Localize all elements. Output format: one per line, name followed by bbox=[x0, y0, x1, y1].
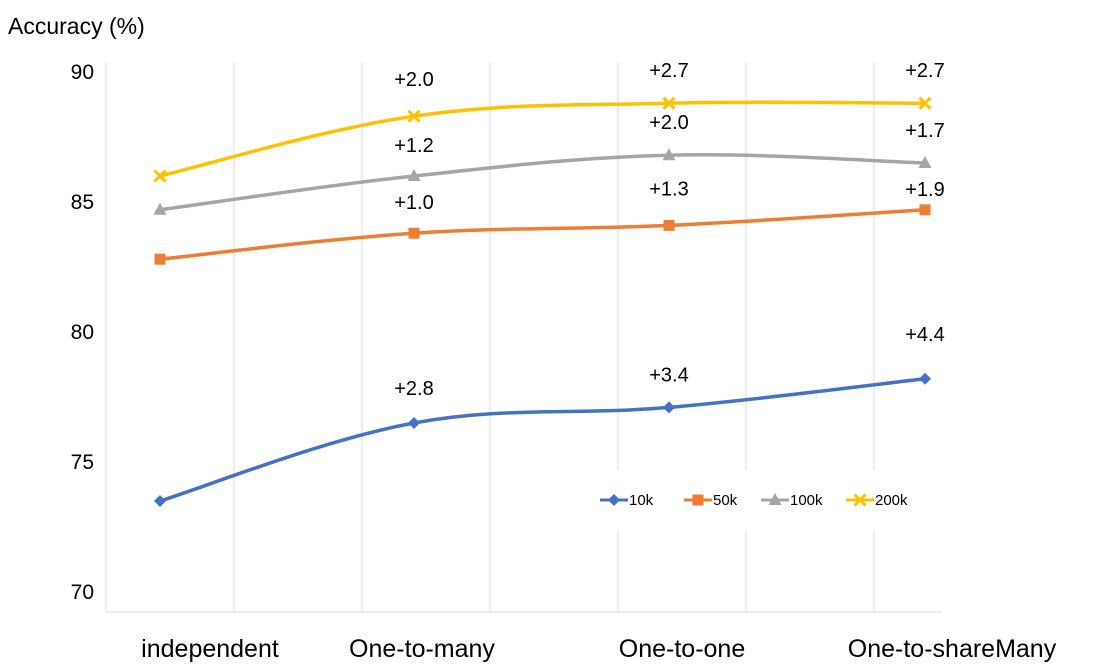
marker-50k-2 bbox=[408, 227, 420, 239]
legend-marker-50k bbox=[692, 494, 704, 506]
data-labels: +2.8 +3.4 +4.4 +1.0 +1.3 +1.9 +1.2 +2.0 +1.7 +2.0… bbox=[394, 60, 944, 400]
legend: 10k 50k 100k 200k bbox=[588, 470, 940, 532]
y-tick-label: 70 bbox=[71, 581, 94, 604]
series-markers bbox=[153, 96, 932, 507]
legend-marker-10k bbox=[608, 494, 620, 506]
series-line-200k bbox=[158, 100, 927, 178]
data-label-200k-3: +2.7 bbox=[649, 60, 688, 82]
marker-50k-1 bbox=[154, 253, 166, 265]
marker-100k-4 bbox=[918, 156, 932, 168]
legend-item-10k: 10k bbox=[600, 492, 654, 509]
marker-10k-3 bbox=[663, 401, 675, 414]
marker-100k-3 bbox=[662, 148, 676, 161]
marker-100k-1 bbox=[153, 202, 167, 215]
marker-10k-4 bbox=[919, 372, 931, 385]
marker-200k-1 bbox=[153, 169, 167, 183]
legend-label-50k: 50k bbox=[713, 492, 738, 509]
x-category-label: One-to-many bbox=[349, 635, 495, 663]
data-label-100k-2: +1.2 bbox=[394, 135, 433, 157]
series-line-10k bbox=[158, 377, 927, 503]
x-category-label: One-to-shareMany bbox=[848, 635, 1057, 663]
marker-50k-4 bbox=[919, 204, 931, 216]
series-line-100k bbox=[158, 153, 927, 212]
y-tick-label: 90 bbox=[71, 61, 94, 84]
marker-200k-4 bbox=[918, 96, 932, 110]
marker-50k-3 bbox=[663, 219, 675, 231]
legend-marker-100k bbox=[768, 493, 782, 505]
legend-label-200k: 200k bbox=[875, 492, 908, 509]
legend-item-50k: 50k bbox=[684, 492, 738, 509]
data-label-200k-2: +2.0 bbox=[394, 69, 433, 91]
series-line-50k bbox=[158, 208, 927, 261]
x-category-label: One-to-one bbox=[619, 635, 745, 663]
axes bbox=[105, 62, 942, 613]
data-label-50k-2: +1.0 bbox=[394, 192, 433, 214]
marker-10k-1 bbox=[154, 495, 166, 507]
legend-item-100k: 100k bbox=[761, 492, 823, 509]
data-label-50k-4: +1.9 bbox=[905, 179, 944, 201]
legend-marker-200k bbox=[853, 493, 867, 507]
y-tick-label: 75 bbox=[71, 451, 94, 474]
marker-100k-2 bbox=[407, 169, 421, 181]
marker-10k-2 bbox=[408, 417, 420, 429]
y-tick-label: 80 bbox=[71, 321, 94, 344]
legend-label-10k: 10k bbox=[629, 492, 654, 509]
marker-200k-3 bbox=[662, 96, 676, 110]
data-label-10k-4: +4.4 bbox=[905, 324, 944, 346]
x-category-label: independent bbox=[141, 635, 279, 663]
legend-label-100k: 100k bbox=[790, 492, 823, 509]
y-tick-label: 85 bbox=[71, 191, 94, 214]
data-label-10k-3: +3.4 bbox=[649, 364, 688, 386]
x-category-labels: independent One-to-many One-to-one One-to-s… bbox=[141, 635, 1057, 663]
data-label-50k-3: +1.3 bbox=[649, 178, 688, 200]
y-tick-labels: 70 75 80 85 90 bbox=[71, 61, 94, 604]
data-label-10k-2: +2.8 bbox=[394, 378, 433, 400]
gridlines bbox=[233, 62, 875, 612]
y-axis-title: Accuracy (%) bbox=[8, 13, 145, 39]
legend-item-200k: 200k bbox=[846, 492, 908, 509]
marker-200k-2 bbox=[407, 109, 421, 123]
data-label-100k-3: +2.0 bbox=[649, 112, 688, 134]
series-lines bbox=[158, 100, 927, 503]
data-label-200k-4: +2.7 bbox=[905, 60, 944, 82]
data-label-100k-4: +1.7 bbox=[905, 120, 944, 142]
